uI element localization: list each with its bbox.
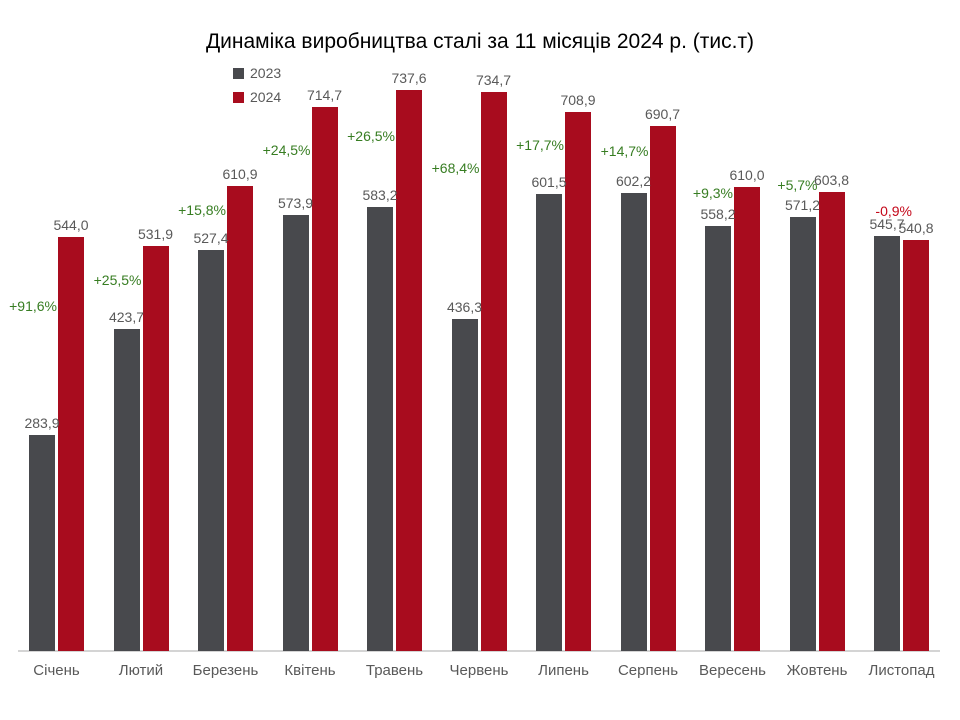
value-label-2023: 545,7 xyxy=(869,215,905,232)
bar-2024 xyxy=(734,187,760,651)
month-label: Серпень xyxy=(617,662,679,679)
value-label-2023: 573,9 xyxy=(277,194,314,211)
legend: 2023 2024 xyxy=(233,64,281,106)
value-label-2024: 690,7 xyxy=(644,105,681,122)
pct-change-label: +9,3% xyxy=(692,185,733,201)
value-label-2023: 283,9 xyxy=(24,415,60,432)
legend-swatch-2024 xyxy=(233,91,244,103)
bar-2024 xyxy=(903,239,929,651)
bar-2023 xyxy=(198,249,224,651)
month-label: Квітень xyxy=(284,662,336,679)
pct-change-label: +24,5% xyxy=(262,142,311,158)
value-label-2023: 583,2 xyxy=(362,187,398,204)
value-label-2024: 737,6 xyxy=(391,70,427,86)
bar-2023 xyxy=(874,235,900,651)
bar-2024 xyxy=(565,111,591,651)
bar-2023 xyxy=(282,214,309,651)
x-axis-line xyxy=(18,650,940,652)
bar-2023 xyxy=(367,207,393,651)
bar-2023 xyxy=(705,226,731,651)
month-label: Лютий xyxy=(118,662,164,679)
value-label-2024: 610,0 xyxy=(729,167,765,184)
pct-change-label: +91,6% xyxy=(9,298,57,314)
month-label: Вересень xyxy=(699,662,766,679)
pct-change-label: +68,4% xyxy=(431,160,480,176)
legend-item-2023: 2023 xyxy=(233,64,281,82)
month-label: Жовтень xyxy=(786,662,848,679)
bar-2023 xyxy=(620,192,647,651)
bar-2023 xyxy=(451,319,478,651)
month-label: Червень xyxy=(449,662,509,679)
month-label: Січень xyxy=(33,662,80,679)
bar-2023 xyxy=(113,328,140,651)
bar-2023 xyxy=(536,193,562,651)
value-label-2024: 610,9 xyxy=(222,166,258,183)
value-label-2023: 423,7 xyxy=(108,308,145,325)
value-label-2024: 708,9 xyxy=(560,91,596,108)
pct-change-label: -0,9% xyxy=(875,203,912,219)
pct-change-label: +17,7% xyxy=(516,137,564,153)
value-label-2024: 531,9 xyxy=(137,226,174,243)
value-label-2024: 734,7 xyxy=(475,72,512,89)
month-label: Травень xyxy=(365,662,424,679)
bar-2024 xyxy=(818,191,845,651)
value-label-2023: 571,2 xyxy=(784,196,821,213)
chart-title: Динаміка виробництва сталі за 11 місяців… xyxy=(205,30,755,53)
bar-2024 xyxy=(396,90,422,651)
value-label-2024: 603,8 xyxy=(813,171,850,188)
month-label: Березень xyxy=(192,662,259,679)
bar-2024 xyxy=(227,186,253,651)
legend-label-2024: 2024 xyxy=(250,89,282,105)
pct-change-label: +25,5% xyxy=(93,272,142,288)
bar-2023 xyxy=(789,216,816,651)
bar-2023 xyxy=(29,435,55,651)
month-label: Липень xyxy=(538,662,589,679)
pct-change-label: +15,8% xyxy=(178,202,226,218)
value-label-2024: 540,8 xyxy=(898,219,934,236)
value-label-2023: 602,2 xyxy=(615,172,652,189)
bar-2024 xyxy=(311,107,338,651)
bar-2024 xyxy=(142,246,169,651)
month-label: Листопад xyxy=(868,662,935,679)
bar-2024 xyxy=(649,125,676,651)
pct-change-label: +26,5% xyxy=(347,128,395,144)
pct-change-label: +14,7% xyxy=(600,143,649,159)
value-label-2023: 436,3 xyxy=(446,299,483,316)
value-label-2023: 527,4 xyxy=(193,229,229,246)
value-label-2024: 714,7 xyxy=(306,87,343,104)
legend-label-2023: 2023 xyxy=(250,65,282,81)
value-label-2023: 601,5 xyxy=(531,173,567,190)
legend-swatch-2023 xyxy=(233,67,244,79)
legend-item-2024: 2024 xyxy=(233,88,281,106)
pct-change-label: +5,7% xyxy=(777,177,818,193)
bar-2024 xyxy=(58,237,84,651)
value-label-2024: 544,0 xyxy=(53,217,89,234)
bar-2024 xyxy=(480,92,507,651)
value-label-2023: 558,2 xyxy=(700,206,736,223)
